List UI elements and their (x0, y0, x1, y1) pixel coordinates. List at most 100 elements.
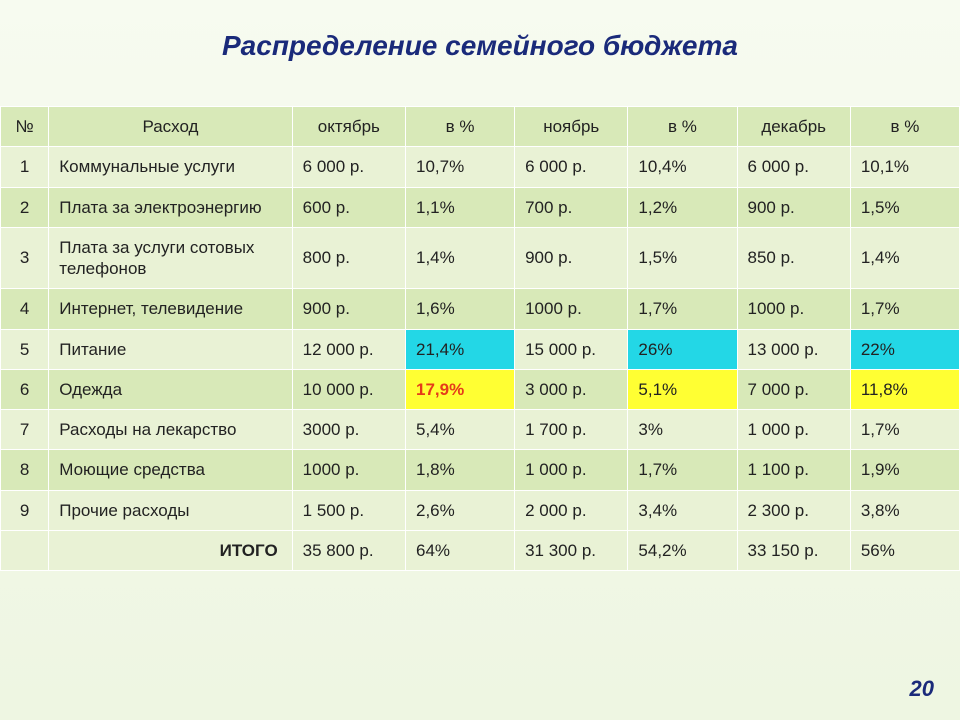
cell-value: 900 р. (737, 187, 850, 227)
cell-total-value: 35 800 р. (292, 530, 405, 570)
cell-total-value: 56% (850, 530, 959, 570)
table-row: 5Питание12 000 р.21,4%15 000 р.26%13 000… (1, 329, 960, 369)
cell-value: 10,1% (850, 147, 959, 187)
cell-expense-name: Питание (49, 329, 292, 369)
page-title: Распределение семейного бюджета (0, 0, 960, 106)
cell-value: 1,7% (628, 289, 737, 329)
cell-expense-name: Плата за электроэнергию (49, 187, 292, 227)
cell-value: 15 000 р. (515, 329, 628, 369)
cell-expense-name: Плата за услуги сотовых телефонов (49, 227, 292, 289)
cell-value: 10,7% (405, 147, 514, 187)
cell-value: 900 р. (515, 227, 628, 289)
cell-value: 3000 р. (292, 410, 405, 450)
cell-value: 22% (850, 329, 959, 369)
cell-value: 1000 р. (737, 289, 850, 329)
cell-value: 1,7% (628, 450, 737, 490)
budget-table-wrap: № Расход октябрь в % ноябрь в % декабрь … (0, 106, 960, 571)
col-november: ноябрь (515, 107, 628, 147)
cell-total-value: 31 300 р. (515, 530, 628, 570)
cell-number: 1 (1, 147, 49, 187)
cell-value: 5,1% (628, 369, 737, 409)
cell-expense-name: Коммунальные услуги (49, 147, 292, 187)
cell-value: 10,4% (628, 147, 737, 187)
cell-value: 1,6% (405, 289, 514, 329)
cell-value: 3,8% (850, 490, 959, 530)
cell-total-label: ИТОГО (49, 530, 292, 570)
col-pct-nov: в % (628, 107, 737, 147)
cell-value: 1,7% (850, 289, 959, 329)
cell-value: 3 000 р. (515, 369, 628, 409)
table-row: 4Интернет, телевидение900 р.1,6%1000 р.1… (1, 289, 960, 329)
cell-value: 600 р. (292, 187, 405, 227)
cell-value: 1 500 р. (292, 490, 405, 530)
cell-value: 6 000 р. (737, 147, 850, 187)
cell-value: 1,9% (850, 450, 959, 490)
cell-value: 1,2% (628, 187, 737, 227)
cell-expense-name: Моющие средства (49, 450, 292, 490)
cell-value: 2 000 р. (515, 490, 628, 530)
cell-number: 2 (1, 187, 49, 227)
col-december: декабрь (737, 107, 850, 147)
table-row: 8Моющие средства1000 р.1,8%1 000 р.1,7% 1… (1, 450, 960, 490)
cell-value: 2 300 р. (737, 490, 850, 530)
table-body: 1Коммунальные услуги6 000 р.10,7%6 000 р… (1, 147, 960, 571)
cell-value: 11,8% (850, 369, 959, 409)
cell-value: 1 000 р. (737, 410, 850, 450)
table-row: 3Плата за услуги сотовых телефонов800 р.… (1, 227, 960, 289)
col-number: № (1, 107, 49, 147)
cell-value: 17,9% (405, 369, 514, 409)
table-header-row: № Расход октябрь в % ноябрь в % декабрь … (1, 107, 960, 147)
cell-value: 1000 р. (515, 289, 628, 329)
cell-value: 1,4% (405, 227, 514, 289)
cell-expense-name: Прочие расходы (49, 490, 292, 530)
cell-total-value: 33 150 р. (737, 530, 850, 570)
cell-value: 700 р. (515, 187, 628, 227)
cell-value: 12 000 р. (292, 329, 405, 369)
cell-value: 7 000 р. (737, 369, 850, 409)
table-row: 9Прочие расходы1 500 р.2,6%2 000 р.3,4%2… (1, 490, 960, 530)
cell-value: 6 000 р. (292, 147, 405, 187)
cell-value: 21,4% (405, 329, 514, 369)
cell-value: 1 000 р. (515, 450, 628, 490)
cell-value: 26% (628, 329, 737, 369)
cell-value: 800 р. (292, 227, 405, 289)
page-number: 20 (910, 676, 934, 702)
col-expense: Расход (49, 107, 292, 147)
cell-total-value: 64% (405, 530, 514, 570)
cell-number: 9 (1, 490, 49, 530)
cell-expense-name: Одежда (49, 369, 292, 409)
cell-value: 1000 р. (292, 450, 405, 490)
col-pct-oct: в % (405, 107, 514, 147)
cell-number: 6 (1, 369, 49, 409)
cell-number: 8 (1, 450, 49, 490)
cell-total-value: 54,2% (628, 530, 737, 570)
table-row: 1Коммунальные услуги6 000 р.10,7%6 000 р… (1, 147, 960, 187)
cell-value: 1,1% (405, 187, 514, 227)
table-total-row: ИТОГО35 800 р.64%31 300 р.54,2%33 150 р.… (1, 530, 960, 570)
cell-number: 4 (1, 289, 49, 329)
table-row: 2Плата за электроэнергию600 р.1,1%700 р.… (1, 187, 960, 227)
cell-expense-name: Расходы на лекарство (49, 410, 292, 450)
cell-value: 1,8% (405, 450, 514, 490)
cell-value: 10 000 р. (292, 369, 405, 409)
budget-table: № Расход октябрь в % ноябрь в % декабрь … (0, 106, 960, 571)
cell-number: 3 (1, 227, 49, 289)
cell-value: 5,4% (405, 410, 514, 450)
cell-number: 5 (1, 329, 49, 369)
col-october: октябрь (292, 107, 405, 147)
cell-value: 3% (628, 410, 737, 450)
cell-value: 1,7% (850, 410, 959, 450)
table-row: 6Одежда10 000 р.17,9%3 000 р.5,1%7 000 р… (1, 369, 960, 409)
cell-number (1, 530, 49, 570)
cell-value: 1,5% (628, 227, 737, 289)
cell-value: 13 000 р. (737, 329, 850, 369)
cell-value: 2,6% (405, 490, 514, 530)
cell-value: 1,5% (850, 187, 959, 227)
cell-value: 6 000 р. (515, 147, 628, 187)
cell-number: 7 (1, 410, 49, 450)
cell-value: 1 700 р. (515, 410, 628, 450)
col-pct-dec: в % (850, 107, 959, 147)
cell-value: 1,4% (850, 227, 959, 289)
cell-value: 3,4% (628, 490, 737, 530)
cell-value: 900 р. (292, 289, 405, 329)
